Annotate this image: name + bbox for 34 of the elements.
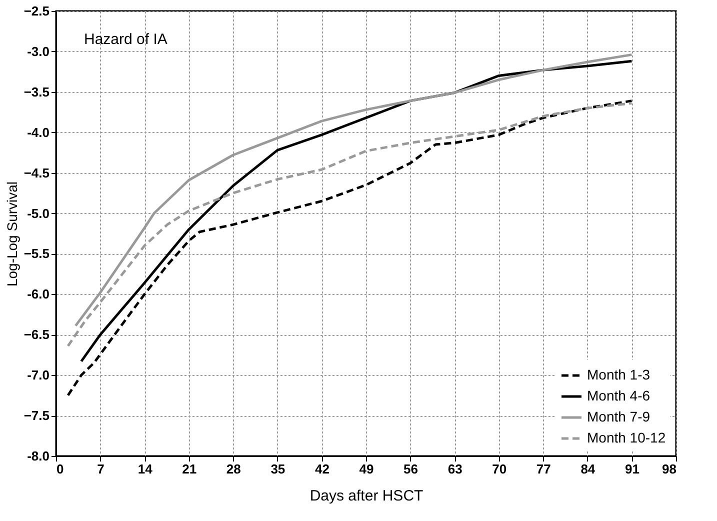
- x-tick-label: 49: [359, 462, 374, 476]
- y-tick-label: -7.0: [27, 368, 50, 383]
- x-tick-label: 42: [314, 462, 330, 476]
- x-tick-label: 14: [138, 462, 154, 476]
- y-axis-title: Log-Log Survival: [4, 181, 20, 287]
- x-tick-label: 56: [404, 462, 418, 476]
- x-tick-label: 84: [580, 462, 596, 476]
- x-tick-label: 70: [492, 462, 507, 476]
- legend-label: Month 7-9: [587, 408, 650, 424]
- x-tick-label: 91: [624, 462, 640, 476]
- legend-label: Month 1-3: [587, 366, 650, 382]
- y-tick-label: -5.0: [27, 206, 50, 221]
- y-tick-label: −4.5: [24, 165, 50, 180]
- legend-label: Month 4-6: [587, 388, 650, 404]
- y-tick-label: -8.0: [27, 448, 50, 464]
- x-tick-label: 0: [56, 462, 64, 476]
- annotation: Hazard of IA: [84, 31, 168, 48]
- y-tick-label: −3.5: [24, 84, 50, 100]
- y-tick-label: −5.5: [24, 246, 50, 262]
- x-tick-label: 77: [536, 462, 551, 476]
- x-tick-label: 35: [270, 462, 286, 476]
- x-tick-label: 63: [448, 462, 462, 476]
- y-tick-label: -6.0: [27, 286, 50, 302]
- y-tick-label: -3.0: [27, 44, 50, 59]
- x-tick-label: 21: [182, 462, 197, 476]
- x-tick-label: 7: [97, 462, 104, 476]
- y-tick-label: −2.5: [24, 4, 50, 18]
- x-axis-title: Days after HSCT: [310, 488, 424, 504]
- y-tick-label: -4.0: [27, 124, 50, 140]
- x-tick-label: 28: [226, 462, 241, 476]
- legend-label: Month 10-12: [587, 430, 666, 446]
- y-tick-label: −7.5: [24, 408, 50, 424]
- y-tick-label: −6.5: [24, 327, 50, 342]
- x-tick-label: 98: [662, 462, 676, 476]
